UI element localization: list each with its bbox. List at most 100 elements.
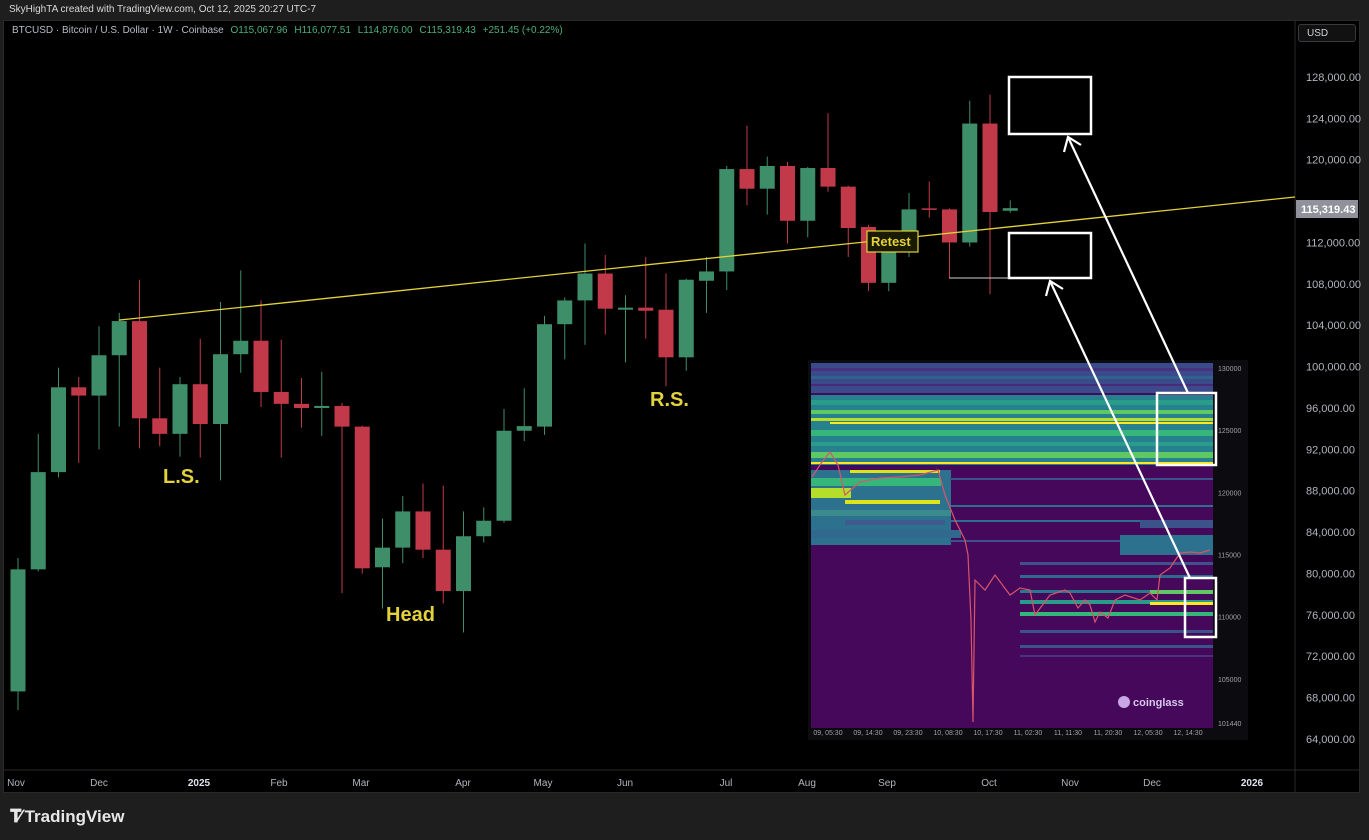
symbol-name[interactable]: BTCUSD · Bitcoin / U.S. Dollar · 1W · Co… [12,25,224,36]
currency-button[interactable]: USD [1298,24,1356,42]
candle[interactable] [780,161,795,244]
heatmap-highlight-upper [1155,391,1218,467]
heatmap-band [811,488,851,498]
time-axis-tick: Dec [1143,778,1161,789]
price-axis-tick: 104,000.00 [1306,320,1361,332]
candle[interactable] [739,125,755,206]
candle[interactable] [476,507,492,543]
candle[interactable] [537,315,552,435]
heatmap-band [1020,562,1213,565]
candle[interactable] [132,279,147,449]
candle[interactable] [496,409,512,523]
candle[interactable] [30,433,46,572]
candle[interactable] [719,165,735,291]
tradingview-icon: 𝐓∕ [10,806,21,826]
candle[interactable] [658,273,674,387]
candle[interactable] [253,300,269,407]
candle[interactable] [982,94,998,295]
candle[interactable] [962,100,978,247]
candle[interactable] [213,301,228,481]
inset-time-tick: 11, 02:30 [1014,730,1043,737]
candle-body [51,387,66,473]
candle[interactable] [820,113,836,192]
candle[interactable] [759,156,775,215]
candle-body [172,384,188,434]
candle[interactable] [435,485,451,604]
inset-time-tick: 12, 05:30 [1133,730,1162,737]
candle[interactable] [456,511,471,633]
candle[interactable] [10,557,26,711]
arrow-upper[interactable] [1062,135,1189,394]
heatmap-band [1120,535,1213,555]
time-axis-tick: Apr [455,778,471,789]
candle[interactable] [921,181,937,218]
candle[interactable] [638,256,654,339]
arrow-lower[interactable] [1044,279,1191,579]
price-axis-tick: 108,000.00 [1306,279,1361,291]
candle[interactable] [91,326,107,450]
time-axis-tick: Nov [1061,778,1079,789]
candle[interactable] [699,256,714,313]
heatmap-band [1150,602,1213,605]
neckline-trendline[interactable] [119,196,1296,321]
target-box-upper[interactable] [1007,75,1093,136]
candle[interactable] [557,297,573,360]
heatmap-band [811,430,1213,436]
inset-time-tick: 11, 11:30 [1054,730,1082,737]
candle[interactable] [415,483,431,558]
heatmap-band [811,462,1213,464]
candle[interactable] [192,338,208,458]
candle[interactable] [618,295,633,363]
candle[interactable] [597,254,613,335]
candle[interactable] [314,371,330,436]
candle[interactable] [294,377,309,428]
candle[interactable] [516,388,532,442]
candle[interactable] [395,495,411,564]
target-box-lower[interactable] [1007,231,1093,280]
tradingview-logo[interactable]: 𝐓∕ TradingView [10,806,124,827]
inset-price-tick: 101440 [1218,721,1241,728]
candle[interactable] [172,376,188,457]
candle[interactable] [233,270,249,373]
inset-time-tick: 12, 14:30 [1173,730,1202,737]
price-axis-tick: 128,000.00 [1306,72,1361,84]
time-axis-tick: Oct [981,778,997,789]
heatmap-band [811,410,1213,414]
heatmap-band [850,470,940,473]
heatmap-band [1150,590,1213,594]
price-axis-tick: 96,000.00 [1306,403,1355,415]
heatmap-band [811,452,1213,458]
candle[interactable] [840,185,856,257]
time-axis-tick: Aug [798,778,816,789]
candle[interactable] [577,243,593,345]
candle[interactable] [800,166,816,238]
candle[interactable] [375,518,390,609]
candle[interactable] [678,278,694,371]
candle[interactable] [152,367,168,447]
candle-body [10,569,26,692]
ohlc-change: +251.45 (+0.22%) [482,25,563,36]
candle[interactable] [71,376,87,463]
candle[interactable] [111,312,127,427]
time-axis-tick: Jun [617,778,633,789]
candle[interactable] [51,367,66,478]
heatmap-band [811,442,1213,446]
price-axis-tick: 120,000.00 [1306,155,1361,167]
inset-price-tick: 105000 [1218,677,1241,684]
retest-label: Retest [871,234,911,249]
right-shoulder-label: R.S. [650,389,689,411]
candle[interactable] [942,208,957,278]
candle-body [294,403,309,408]
heatmap-band [811,510,951,516]
candle-body [273,391,289,404]
candle[interactable] [354,425,370,574]
candle[interactable] [273,339,289,458]
candle[interactable] [1002,200,1018,213]
footer-brand: TradingView [24,806,125,826]
candle[interactable] [334,402,350,594]
heatmap-band [811,530,961,538]
candle-body [30,472,46,570]
candle-body [91,355,107,396]
candle-body [354,426,370,569]
